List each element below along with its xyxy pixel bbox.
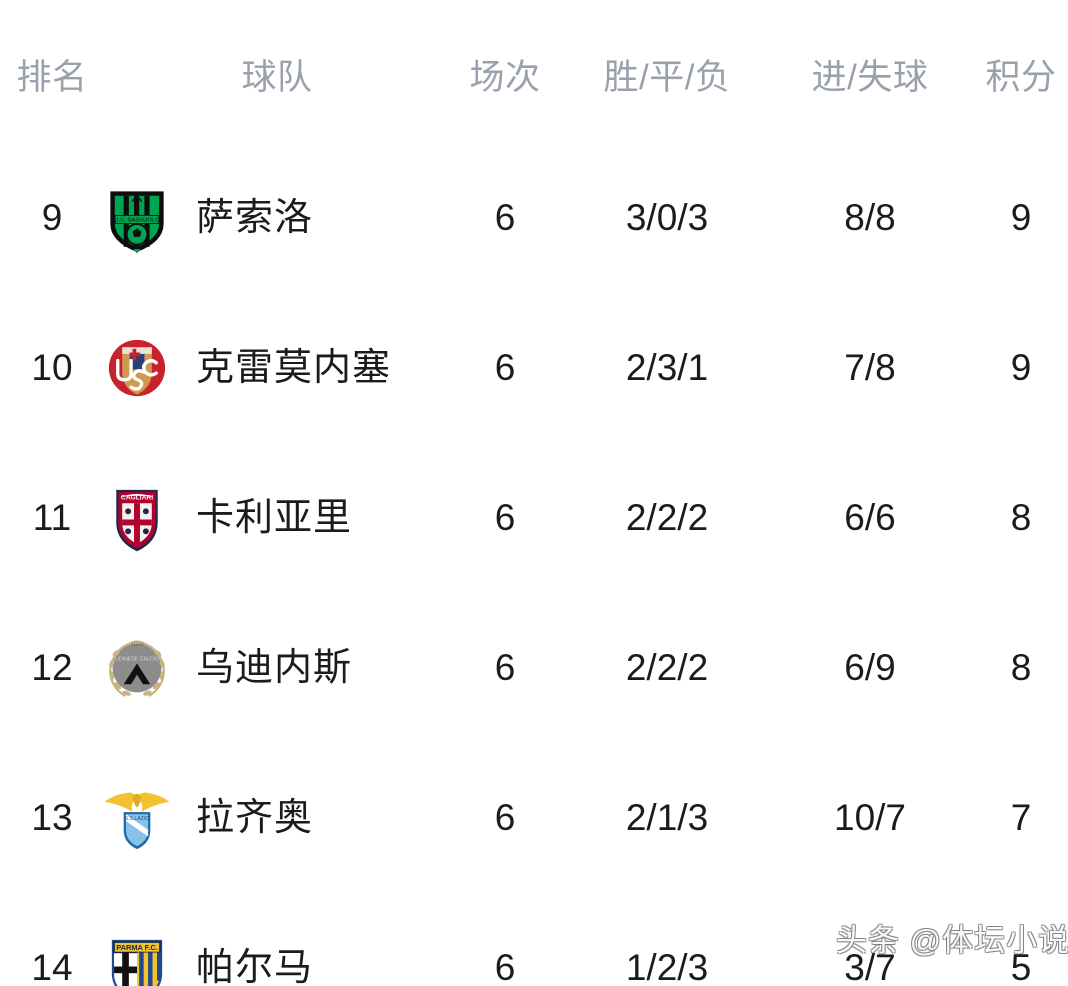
table-row[interactable]: 12 [0, 593, 1068, 743]
rank-value: 13 [31, 797, 73, 838]
svg-text:U.S. SASSUOLO: U.S. SASSUOLO [114, 218, 160, 224]
team-cell[interactable]: 1896 UDINESE CALCIO 乌迪内斯 [100, 631, 352, 705]
points-value: 9 [1010, 347, 1032, 388]
goals-value: 8/8 [844, 197, 896, 238]
rank-value: 9 [41, 197, 63, 238]
played-value: 6 [494, 197, 516, 238]
team-cell[interactable]: U.S. SASSUOLO 萨索洛 [100, 181, 313, 255]
rank-value: 12 [31, 647, 73, 688]
wdl-value: 3/0/3 [625, 197, 709, 238]
team-name: 卡利亚里 [196, 497, 353, 539]
team-cell[interactable]: S.S.LAZIO 拉齐奥 [100, 781, 313, 855]
table-row[interactable]: 9 U.S. SASSUOLO 萨索洛 6 3/0/3 8/8 9 [0, 143, 1068, 293]
table-row[interactable]: 13 S.S.LAZIO 拉齐奥 6 2/1/3 10/7 7 [0, 743, 1068, 893]
team-cell[interactable]: CAGLIARI 卡利亚里 [100, 481, 352, 555]
points-value: 5 [1010, 947, 1032, 986]
table-row[interactable]: 14 PARMA F.C. 帕尔马 6 1/2/3 3/7 5 [0, 893, 1068, 986]
rank-value: 10 [31, 347, 73, 388]
goals-value: 6/9 [844, 647, 896, 688]
team-cell[interactable]: PARMA F.C. 帕尔马 [100, 931, 313, 986]
wdl-value: 1/2/3 [625, 947, 709, 986]
team-cell[interactable]: 克雷莫内塞 [100, 331, 391, 405]
table-row[interactable]: 11 CAGLIARI 卡利亚里 6 2/2/2 6/6 8 [0, 443, 1068, 593]
column-header-goals: 进/失球 [811, 58, 929, 97]
cremonese-crest-icon [108, 339, 166, 397]
goals-value: 10/7 [833, 797, 907, 838]
team-name: 克雷莫内塞 [196, 347, 392, 389]
wdl-value: 2/2/2 [625, 497, 709, 538]
rank-value: 14 [31, 947, 73, 986]
udinese-crest-icon: 1896 UDINESE CALCIO [109, 640, 165, 698]
lazio-crest-icon: S.S.LAZIO [104, 792, 170, 850]
column-header-played: 场次 [469, 58, 541, 97]
team-name: 拉齐奥 [196, 797, 314, 839]
column-header-points: 积分 [985, 58, 1057, 97]
played-value: 6 [494, 947, 516, 986]
points-value: 8 [1010, 497, 1032, 538]
team-name: 乌迪内斯 [196, 647, 353, 689]
svg-text:1896: 1896 [130, 641, 144, 648]
parma-crest-icon: PARMA F.C. [111, 939, 163, 986]
goals-value: 3/7 [844, 947, 896, 986]
points-value: 9 [1010, 197, 1032, 238]
table-row[interactable]: 10 克雷莫内塞 6 2/3/1 7/8 9 [0, 293, 1068, 443]
table-header-row: 排名 球队 场次 胜/平/负 进/失球 积分 [0, 0, 1068, 132]
played-value: 6 [494, 797, 516, 838]
played-value: 6 [494, 497, 516, 538]
team-name: 萨索洛 [196, 197, 314, 239]
column-header-wdl: 胜/平/负 [603, 58, 731, 97]
goals-value: 6/6 [844, 497, 896, 538]
svg-text:UDINESE CALCIO: UDINESE CALCIO [115, 657, 159, 663]
column-header-rank: 排名 [16, 58, 88, 97]
team-name: 帕尔马 [196, 947, 314, 986]
column-header-team: 球队 [241, 58, 313, 97]
goals-value: 7/8 [844, 347, 896, 388]
svg-text:PARMA F.C.: PARMA F.C. [116, 943, 157, 952]
svg-text:S.S.LAZIO: S.S.LAZIO [125, 816, 150, 822]
wdl-value: 2/1/3 [625, 797, 709, 838]
cagliari-crest-icon: CAGLIARI [116, 489, 158, 552]
rank-value: 11 [32, 497, 72, 538]
played-value: 6 [494, 647, 516, 688]
played-value: 6 [494, 347, 516, 388]
sassuolo-crest-icon: U.S. SASSUOLO [110, 191, 164, 254]
wdl-value: 2/2/2 [625, 647, 709, 688]
svg-text:CAGLIARI: CAGLIARI [121, 495, 153, 502]
wdl-value: 2/3/1 [625, 347, 709, 388]
points-value: 7 [1010, 797, 1032, 838]
points-value: 8 [1010, 647, 1032, 688]
